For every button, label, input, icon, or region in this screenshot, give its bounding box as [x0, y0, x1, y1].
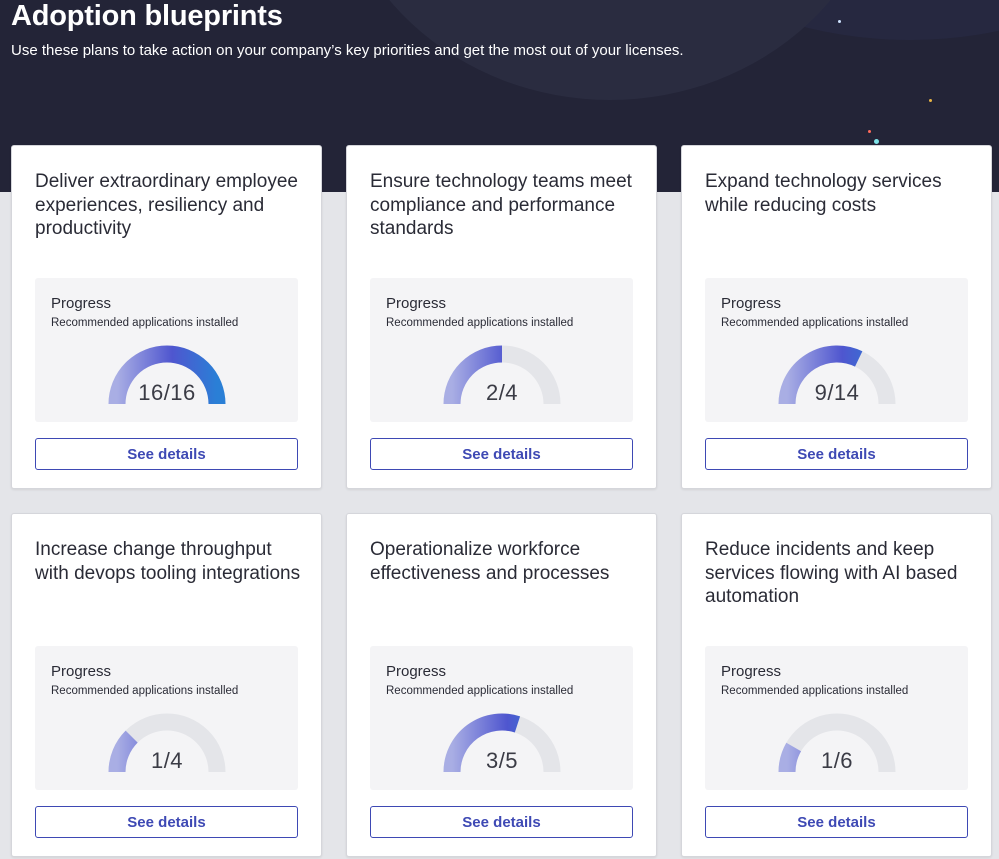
blueprint-card: Operationalize workforce effectiveness a… [346, 513, 657, 857]
card-title: Increase change throughput with devops t… [35, 539, 301, 584]
see-details-button[interactable]: See details [370, 438, 633, 470]
progress-value: 1/6 [820, 748, 854, 773]
progress-gauge [108, 713, 226, 773]
see-details-button[interactable]: See details [705, 438, 968, 470]
card-title: Ensure technology teams meet compliance … [370, 171, 632, 239]
progress-sublabel: Recommended applications installed [51, 317, 239, 329]
gauge-fill [778, 345, 863, 405]
gauge-fill [108, 730, 138, 773]
see-details-button[interactable]: See details [35, 806, 298, 838]
gauge-fill [443, 713, 521, 773]
star-decoration [929, 99, 932, 102]
blueprint-card: Increase change throughput with devops t… [11, 513, 322, 857]
blueprint-card: Reduce incidents and keep services flowi… [681, 513, 992, 857]
card-title: Deliver extraordinary employee experienc… [35, 171, 298, 239]
page-title: Adoption blueprints [11, 0, 283, 32]
progress-label: Progress [721, 295, 782, 312]
progress-gauge [108, 345, 226, 405]
progress-gauge [778, 713, 896, 773]
progress-value: 1/4 [150, 748, 184, 773]
gauge-fill [108, 345, 226, 405]
star-decoration [838, 20, 841, 23]
progress-label: Progress [51, 663, 112, 680]
progress-panel: Progress Recommended applications instal… [370, 278, 633, 422]
star-decoration [868, 130, 871, 133]
progress-value: 2/4 [485, 380, 519, 405]
progress-label: Progress [386, 295, 447, 312]
card-title: Reduce incidents and keep services flowi… [705, 539, 958, 607]
see-details-button[interactable]: See details [35, 438, 298, 470]
progress-sublabel: Recommended applications installed [51, 685, 239, 697]
progress-value: 9/14 [814, 380, 860, 405]
progress-label: Progress [386, 663, 447, 680]
progress-gauge [443, 345, 561, 405]
progress-sublabel: Recommended applications installed [386, 685, 574, 697]
progress-gauge [778, 345, 896, 405]
progress-panel: Progress Recommended applications instal… [705, 646, 968, 790]
progress-value: 3/5 [485, 748, 519, 773]
progress-panel: Progress Recommended applications instal… [370, 646, 633, 790]
blueprint-card: Expand technology services while reducin… [681, 145, 992, 489]
page-subtitle: Use these plans to take action on your c… [11, 42, 684, 59]
progress-panel: Progress Recommended applications instal… [705, 278, 968, 422]
see-details-button[interactable]: See details [705, 806, 968, 838]
see-details-button[interactable]: See details [370, 806, 633, 838]
star-decoration [874, 139, 879, 144]
blueprint-card: Deliver extraordinary employee experienc… [11, 145, 322, 489]
card-title: Expand technology services while reducin… [705, 171, 942, 216]
progress-value: 16/16 [138, 380, 196, 405]
gauge-fill [778, 742, 802, 773]
progress-panel: Progress Recommended applications instal… [35, 646, 298, 790]
progress-sublabel: Recommended applications installed [386, 317, 574, 329]
card-title: Operationalize workforce effectiveness a… [370, 539, 610, 584]
progress-gauge [443, 713, 561, 773]
blueprint-card: Ensure technology teams meet compliance … [346, 145, 657, 489]
progress-sublabel: Recommended applications installed [721, 685, 909, 697]
progress-label: Progress [721, 663, 782, 680]
gauge-fill [443, 345, 503, 405]
progress-sublabel: Recommended applications installed [721, 317, 909, 329]
progress-panel: Progress Recommended applications instal… [35, 278, 298, 422]
progress-label: Progress [51, 295, 112, 312]
